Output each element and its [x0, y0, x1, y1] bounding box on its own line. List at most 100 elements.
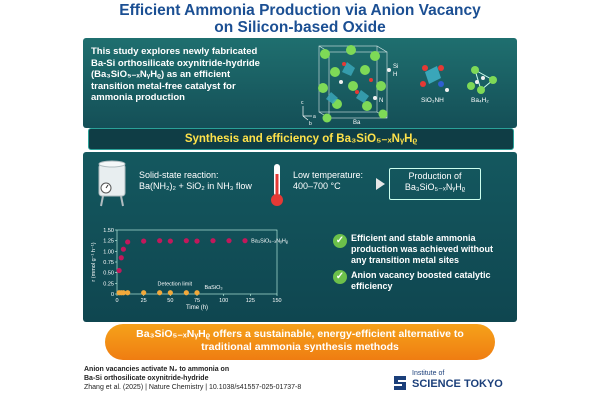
step-low-temp: Low temperature: 400–700 °C — [293, 170, 383, 192]
axes-indicator: c a b — [301, 100, 316, 126]
conclusion-line-1: Ba₃SiO₅₋ₓNᵧHᵨ offers a sustainable, ener… — [105, 328, 495, 341]
logo-main-text: SCIENCE TOKYO — [412, 378, 503, 390]
label-sio3nh: SiO₃NH — [421, 97, 444, 104]
data-point-series-1 — [242, 238, 248, 244]
footer-reference: Anion vacancies activate N₂ to ammonia o… — [84, 365, 364, 392]
claim-1: Efficient and stable ammonia production … — [351, 233, 494, 265]
crystal-structure-illustration: Si H N Ba c a b SiO₃NH — [301, 45, 497, 126]
data-point-series-1 — [210, 238, 216, 244]
step2-line2: 400–700 °C — [293, 181, 341, 191]
data-point-series-1 — [120, 246, 126, 252]
logo-small-text: Institute of — [412, 370, 445, 377]
thermometer-icon — [271, 164, 283, 206]
step-solid-state: Solid-state reaction: Ba(NH₂)₂ + SiO₂ in… — [139, 170, 269, 192]
y-tick-label: 0.50 — [103, 271, 114, 277]
data-point-series-1 — [183, 238, 189, 244]
check-icon-2: ✓ — [333, 270, 347, 284]
intro-panel: This study explores newly fabricated Ba-… — [83, 38, 517, 128]
data-point-series-2 — [183, 290, 189, 296]
intro-line-5: ammonia production — [91, 92, 185, 103]
y-tick-label: 0.75 — [103, 260, 114, 266]
label-h: H — [393, 72, 397, 78]
conclusion-banner: Ba₃SiO₅₋ₓNᵧHᵨ offers a sustainable, ener… — [105, 324, 495, 360]
reactor-icon — [98, 160, 126, 207]
poster-title: Efficient Ammonia Production via Anion V… — [78, 2, 522, 36]
x-tick-label: 50 — [167, 298, 173, 304]
data-point-series-1 — [116, 267, 122, 274]
step1-line2: Ba(NH₂)₂ + SiO₂ in NH₃ flow — [139, 181, 252, 191]
h-atoms — [339, 68, 391, 100]
data-point-series-1 — [167, 238, 173, 244]
production-box: Production of Ba₃SiO₅₋ₓNᵧHᵨ — [389, 168, 481, 200]
step3-line1: Production of — [408, 171, 462, 181]
ref-title-line-1: Anion vacancies activate N₂ to ammonia o… — [84, 366, 230, 373]
series-label-2: BaSiO₃ — [204, 285, 222, 291]
step1-line1: Solid-state reaction: — [139, 170, 219, 180]
intro-line-1: This study explores newly fabricated — [91, 46, 258, 57]
axis-b: b — [309, 121, 312, 126]
data-point-series-1 — [118, 255, 124, 261]
data-point-series-2 — [120, 290, 126, 296]
label-si: Si — [393, 64, 398, 70]
x-axis-label: Time (h) — [186, 305, 208, 311]
axis-c: c — [301, 100, 304, 106]
label-ba4h2: Ba₄H₂ — [471, 97, 489, 104]
step3-line2: Ba₃SiO₅₋ₓNᵧHᵨ — [404, 182, 466, 192]
axis-a: a — [313, 114, 316, 120]
y-tick-label: 0.25 — [103, 281, 114, 287]
annotation-detection-limit: Detection limit — [158, 281, 193, 287]
claim-2: Anion vacancy boosted catalytic efficien… — [351, 270, 491, 291]
activity-chart: 0 0.25 0.50 0.75 1.00 1.25 1.50 0 25 50 75 100 125 15… — [91, 228, 288, 311]
synthesis-panel: Solid-state reaction: Ba(NH₂)₂ + SiO₂ in… — [83, 152, 517, 322]
y-tick-label: 0 — [111, 292, 114, 298]
intro-line-3: (Ba₃SiO₅₋ₓNᵧHᵨ) as an efficient — [91, 69, 291, 81]
ba4h2-unit: Ba₄H₂ — [467, 66, 497, 104]
conclusion-tail: offers a sustainable, energy-efficient a… — [210, 328, 464, 340]
data-point-series-1 — [157, 238, 163, 244]
y-tick-label: 1.25 — [103, 239, 114, 245]
data-point-series-2 — [194, 290, 200, 296]
label-ba: Ba — [353, 120, 361, 126]
y-axis-label: r (mmol g⁻¹ h⁻¹) — [91, 242, 97, 281]
x-tick-label: 75 — [194, 298, 200, 304]
logo-mark-icon — [394, 376, 406, 390]
data-point-series-1 — [226, 238, 232, 244]
intro-text: This study explores newly fabricated Ba-… — [91, 46, 291, 104]
poster: Efficient Ammonia Production via Anion V… — [78, 0, 522, 400]
ref-title-line-2: Ba-Si orthosilicate oxynitride-hydride — [84, 375, 209, 382]
data-point-series-2 — [125, 290, 131, 296]
intro-line-4: transition metal-free catalyst for — [91, 80, 236, 92]
institution-logo: Institute of SCIENCE TOKYO — [392, 368, 512, 396]
series-label-1: Ba₃SiO₅₋ₓNᵧHᵨ — [251, 239, 288, 245]
data-point-series-1 — [125, 239, 131, 245]
y-tick-label: 1.50 — [103, 228, 114, 234]
intro-line-3-tail: as an efficient — [164, 69, 231, 80]
data-point-series-2 — [167, 290, 173, 296]
ba-atoms — [318, 45, 388, 123]
x-tick-label: 100 — [219, 298, 228, 304]
data-point-series-1 — [141, 238, 147, 244]
data-point-series-2 — [157, 290, 163, 296]
title-line-1: Efficient Ammonia Production via Anion V… — [119, 2, 481, 19]
x-tick-label: 0 — [115, 298, 118, 304]
o-atoms — [342, 62, 373, 94]
data-point-series-2 — [141, 290, 147, 296]
title-line-2: on Silicon-based Oxide — [214, 19, 386, 36]
x-tick-label: 150 — [272, 298, 281, 304]
label-n: N — [379, 98, 383, 104]
check-icon-1: ✓ — [333, 234, 347, 248]
conclusion-formula: Ba₃SiO₅₋ₓNᵧHᵨ — [136, 328, 210, 340]
intro-line-2: Ba-Si orthosilicate oxynitride-hydride — [91, 57, 260, 69]
conclusion-line-2: traditional ammonia synthesis methods — [201, 341, 399, 353]
x-tick-label: 125 — [246, 298, 255, 304]
data-point-series-1 — [194, 238, 200, 244]
arrow-right-icon — [376, 178, 385, 190]
section-header: Synthesis and efficiency of Ba₃SiO₅₋ₓNᵧH… — [88, 128, 514, 150]
sio3nh-unit: SiO₃NH — [420, 65, 449, 104]
step2-line1: Low temperature: — [293, 170, 364, 180]
x-tick-label: 25 — [141, 298, 147, 304]
ref-citation: Zhang et al. (2025) | Nature Chemistry |… — [84, 384, 302, 391]
intro-formula: (Ba₃SiO₅₋ₓNᵧHᵨ) — [91, 69, 165, 80]
y-tick-label: 1.00 — [103, 249, 114, 255]
